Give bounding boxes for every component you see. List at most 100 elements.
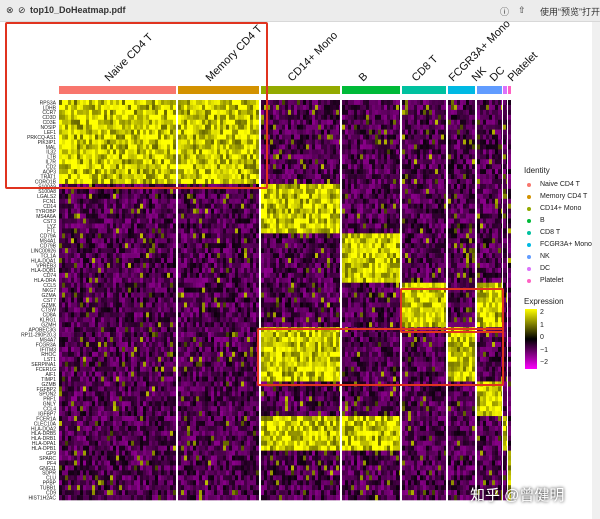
heatmap-cell bbox=[211, 243, 214, 249]
heatmap-cell bbox=[220, 248, 223, 254]
heatmap-cell bbox=[161, 267, 164, 274]
heatmap-cell bbox=[98, 144, 101, 150]
heatmap-cell bbox=[190, 396, 193, 402]
heatmap-cell bbox=[152, 258, 155, 264]
close-icon[interactable]: ⊗ bbox=[6, 5, 14, 15]
heatmap-cell bbox=[116, 183, 119, 190]
heatmap-cell bbox=[131, 292, 134, 298]
open-with-preview-button[interactable]: 使用“预览”打开 bbox=[540, 7, 600, 17]
heatmap-cell bbox=[164, 337, 167, 343]
heatmap-cell bbox=[161, 287, 164, 293]
heatmap-cell bbox=[205, 213, 208, 219]
heatmap-cell bbox=[211, 129, 214, 135]
heatmap-cell bbox=[223, 262, 226, 269]
heatmap-cell bbox=[74, 149, 77, 155]
heatmap-cell bbox=[149, 322, 152, 328]
minimize-icon[interactable]: ⊘ bbox=[18, 5, 26, 15]
heatmap-cell bbox=[187, 100, 190, 106]
heatmap-cell bbox=[184, 376, 187, 382]
share-icon[interactable]: ⇧ bbox=[518, 5, 526, 15]
heatmap-cell bbox=[202, 159, 205, 165]
heatmap-cell bbox=[170, 386, 173, 392]
heatmap-cell bbox=[217, 371, 220, 377]
heatmap-cell bbox=[86, 292, 89, 298]
heatmap-cell bbox=[125, 134, 128, 140]
heatmap-cell bbox=[116, 366, 119, 372]
heatmap-cell bbox=[92, 223, 95, 229]
heatmap-cell bbox=[220, 188, 223, 195]
heatmap-cell bbox=[101, 317, 104, 323]
info-icon[interactable]: ⓘ bbox=[500, 7, 510, 17]
heatmap-cell bbox=[128, 307, 131, 313]
heatmap-cell bbox=[223, 203, 226, 209]
scrollbar[interactable] bbox=[592, 22, 600, 519]
heatmap-cell bbox=[146, 440, 149, 446]
heatmap-cell bbox=[223, 233, 226, 239]
heatmap-cell bbox=[223, 179, 226, 185]
heatmap-cell bbox=[173, 322, 176, 328]
heatmap-cell bbox=[199, 337, 202, 343]
heatmap-cell bbox=[98, 337, 101, 343]
heatmap-cell bbox=[125, 253, 128, 259]
heatmap-cell bbox=[164, 248, 167, 254]
heatmap-cell bbox=[71, 312, 74, 318]
heatmap-cell bbox=[104, 445, 107, 451]
heatmap-cell bbox=[104, 450, 107, 456]
heatmap-cell bbox=[116, 371, 119, 377]
heatmap-cell bbox=[71, 287, 74, 293]
heatmap-cell bbox=[128, 460, 131, 466]
heatmap-cell bbox=[104, 465, 107, 471]
heatmap-cell bbox=[137, 406, 140, 412]
heatmap-cell bbox=[77, 322, 80, 328]
heatmap-cell bbox=[137, 104, 140, 111]
heatmap-cell bbox=[137, 465, 140, 471]
heatmap-cell bbox=[187, 253, 190, 259]
heatmap-cell bbox=[113, 164, 116, 170]
heatmap-cell bbox=[202, 134, 205, 140]
heatmap-cell bbox=[170, 109, 173, 116]
heatmap-cell bbox=[128, 386, 131, 392]
heatmap-cell bbox=[241, 109, 244, 116]
heatmap-cell bbox=[80, 228, 83, 234]
heatmap-cell bbox=[238, 233, 241, 239]
heatmap-cell bbox=[71, 430, 74, 437]
heatmap-cell bbox=[62, 188, 65, 195]
heatmap-cell bbox=[238, 470, 241, 476]
heatmap-cell bbox=[152, 188, 155, 195]
heatmap-cell bbox=[128, 346, 131, 353]
heatmap-cell bbox=[158, 420, 161, 427]
heatmap-cell bbox=[199, 262, 202, 269]
heatmap-cell bbox=[238, 381, 241, 387]
heatmap-cell bbox=[226, 440, 229, 446]
heatmap-cell bbox=[235, 272, 238, 279]
heatmap-cell bbox=[220, 460, 223, 466]
heatmap-cell bbox=[187, 307, 190, 313]
heatmap-cell bbox=[202, 164, 205, 170]
heatmap-cell bbox=[217, 327, 220, 333]
heatmap-cell bbox=[184, 198, 187, 205]
heatmap-cell bbox=[187, 188, 190, 195]
heatmap-cell bbox=[65, 475, 68, 481]
heatmap-cell bbox=[202, 292, 205, 298]
heatmap-cell bbox=[229, 154, 232, 160]
heatmap-cell bbox=[92, 213, 95, 219]
heatmap-cell bbox=[229, 445, 232, 451]
heatmap-cell bbox=[74, 341, 77, 348]
heatmap-cell bbox=[226, 480, 229, 486]
heatmap-cell bbox=[178, 262, 181, 269]
heatmap-cell bbox=[59, 218, 62, 224]
heatmap-cell bbox=[137, 332, 140, 338]
heatmap-cell bbox=[170, 356, 173, 363]
heatmap-cell bbox=[190, 174, 193, 180]
heatmap-cell bbox=[110, 312, 113, 318]
heatmap-cell bbox=[199, 208, 202, 214]
heatmap-cell bbox=[116, 243, 119, 249]
heatmap-cell bbox=[92, 164, 95, 170]
heatmap-cell bbox=[181, 292, 184, 298]
heatmap-cell bbox=[155, 371, 158, 377]
heatmap-cell bbox=[146, 238, 149, 244]
heatmap-cell bbox=[178, 302, 181, 308]
heatmap-cell bbox=[80, 292, 83, 298]
heatmap-cell bbox=[107, 114, 110, 121]
heatmap-cell bbox=[92, 445, 95, 451]
